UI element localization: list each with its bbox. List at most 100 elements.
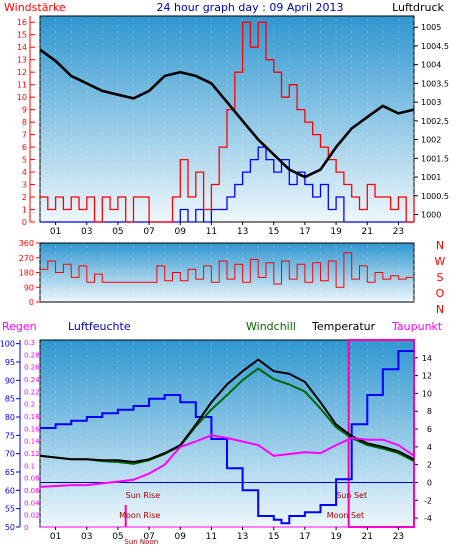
grid-dot	[320, 499, 321, 501]
grid-dot	[273, 439, 275, 441]
grid-dot	[366, 379, 368, 381]
grid-dot	[351, 37, 353, 39]
grid-dot	[86, 103, 88, 105]
grid-dot	[242, 163, 244, 165]
grid-dot	[257, 361, 259, 363]
grid-dot	[304, 445, 306, 447]
grid-dot	[288, 361, 290, 363]
grid-dot	[148, 361, 150, 363]
grid-dot	[366, 451, 368, 453]
grid-dot	[133, 421, 134, 423]
grid-dot	[366, 121, 368, 123]
grid-dot	[101, 43, 103, 45]
grid-dot	[273, 499, 275, 501]
grid-dot	[320, 103, 321, 105]
grid-dot	[397, 181, 399, 183]
grid-dot	[320, 427, 321, 429]
grid-dot	[257, 91, 259, 93]
grid-dot	[397, 487, 399, 489]
grid-dot	[164, 385, 166, 387]
grid-dot	[320, 85, 321, 87]
grid-dot	[133, 451, 134, 453]
grid-dot	[164, 19, 166, 21]
grid-dot	[117, 469, 119, 471]
grid-dot	[133, 25, 134, 27]
grid-dot	[226, 409, 228, 411]
grid-dot	[86, 157, 88, 159]
temperature-axis-label--2: -2	[424, 496, 432, 505]
grid-dot	[179, 282, 181, 284]
grid-dot	[397, 469, 399, 471]
grid-dot	[242, 457, 244, 459]
grid-dot	[133, 445, 134, 447]
grid-dot	[164, 288, 166, 290]
grid-dot	[55, 282, 57, 284]
grid-dot	[101, 300, 103, 302]
grid-dot	[101, 457, 103, 459]
wind-pressure-panel: 01234567891011121314151610001000.5100110…	[17, 15, 449, 237]
grid-dot	[179, 505, 181, 507]
grid-dot	[242, 300, 244, 302]
grid-dot	[242, 85, 244, 87]
grid-dot	[179, 517, 181, 519]
grid-dot	[335, 73, 337, 75]
grid-dot	[55, 169, 57, 171]
grid-dot	[70, 517, 72, 519]
grid-dot	[101, 493, 103, 495]
grid-dot	[133, 61, 134, 63]
grid-dot	[179, 97, 181, 99]
grid-dot	[117, 169, 119, 171]
grid-dot	[148, 511, 150, 513]
grid-dot	[55, 217, 57, 219]
grid-dot	[382, 469, 384, 471]
grid-dot	[39, 61, 41, 63]
grid-dot	[133, 367, 134, 369]
grid-dot	[382, 49, 384, 51]
grid-dot	[226, 511, 228, 513]
grid-dot	[148, 427, 150, 429]
grid-dot	[117, 493, 119, 495]
grid-dot	[101, 25, 103, 27]
grid-dot	[133, 517, 134, 519]
grid-dot	[304, 433, 306, 435]
direction-axis-label-180: 180	[19, 269, 34, 278]
grid-dot	[55, 127, 57, 129]
pressure-axis-label-1001.5: 1001.5	[421, 154, 449, 163]
grid-dot	[164, 294, 166, 296]
grid-dot	[148, 391, 150, 393]
grid-dot	[273, 43, 275, 45]
grid-dot	[148, 300, 150, 302]
grid-dot	[288, 37, 290, 39]
grid-dot	[55, 433, 57, 435]
grid-dot	[304, 157, 306, 159]
grid-dot	[382, 421, 384, 423]
grid-dot	[335, 457, 337, 459]
grid-dot	[397, 403, 399, 405]
grid-dot	[148, 151, 150, 153]
legend-dewpoint: Taupunkt	[391, 320, 443, 333]
grid-dot	[273, 85, 275, 87]
grid-dot	[351, 133, 353, 135]
grid-dot	[148, 181, 150, 183]
x-tick-label-13: 13	[237, 227, 248, 237]
grid-dot	[101, 79, 103, 81]
grid-dot	[70, 127, 72, 129]
grid-dot	[351, 55, 353, 57]
grid-dot	[335, 391, 337, 393]
grid-dot	[273, 523, 275, 525]
grid-dot	[210, 115, 212, 117]
grid-dot	[382, 433, 384, 435]
grid-dot	[351, 403, 353, 405]
grid-dot	[366, 49, 368, 51]
grid-dot	[55, 379, 57, 381]
grid-dot	[226, 379, 228, 381]
grid-dot	[366, 487, 368, 489]
grid-dot	[273, 73, 275, 75]
grid-dot	[366, 391, 368, 393]
grid-dot	[195, 55, 197, 57]
grid-dot	[39, 246, 41, 248]
grid-dot	[39, 294, 41, 296]
grid-dot	[210, 475, 212, 477]
grid-dot	[226, 475, 228, 477]
grid-dot	[70, 499, 72, 501]
